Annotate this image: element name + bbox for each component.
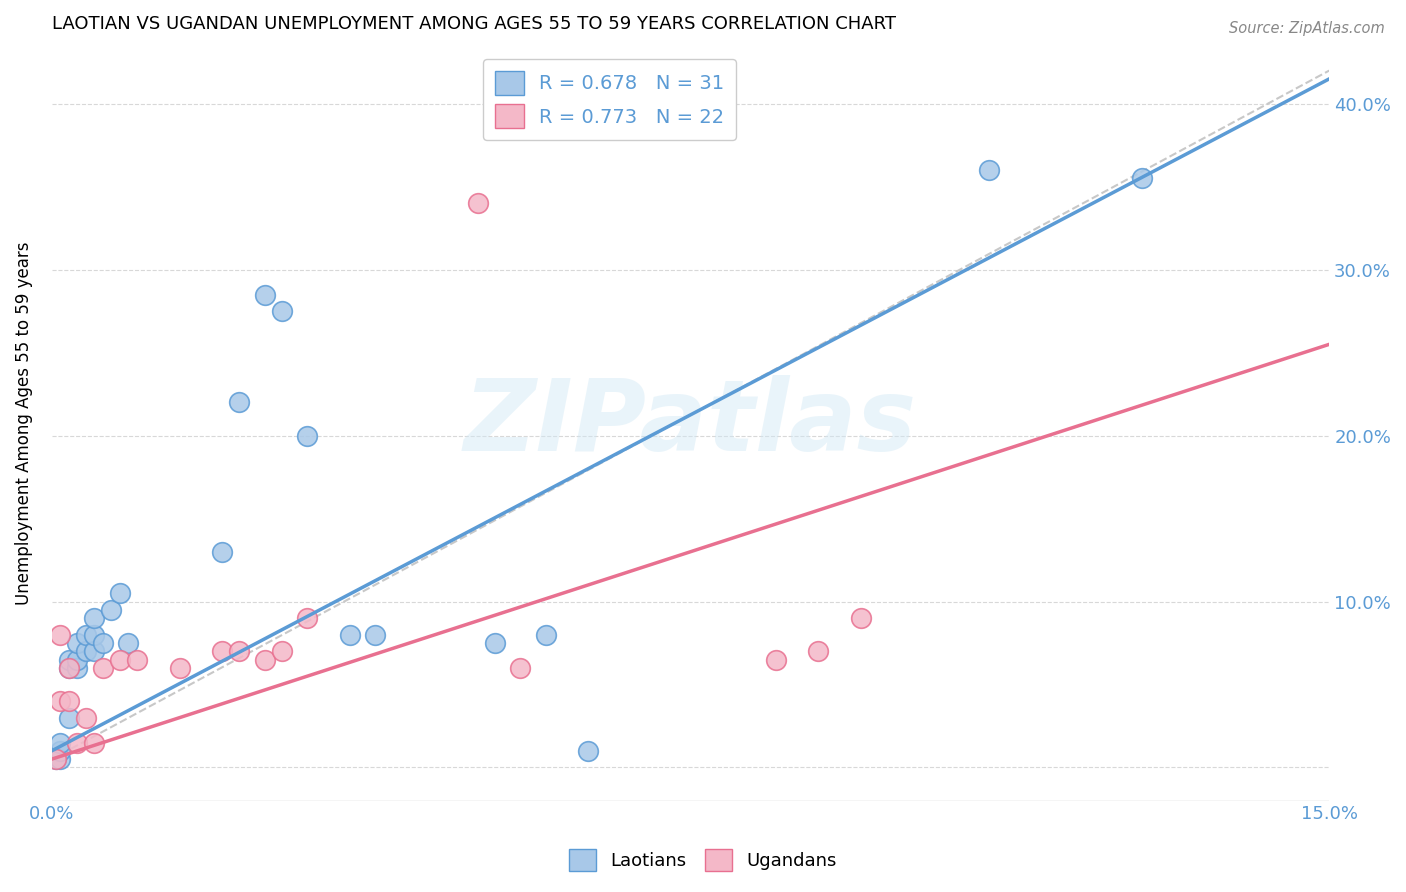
Point [58, 694, 80, 708]
Text: Source: ZipAtlas.com: Source: ZipAtlas.com [1229, 21, 1385, 36]
Point [807, 644, 830, 658]
Legend: Laotians, Ugandans: Laotians, Ugandans [562, 842, 844, 879]
Point [509, 661, 531, 675]
Point [977, 163, 1000, 178]
Text: LAOTIAN VS UGANDAN UNEMPLOYMENT AMONG AGES 55 TO 59 YEARS CORRELATION CHART: LAOTIAN VS UGANDAN UNEMPLOYMENT AMONG AG… [52, 15, 896, 33]
Point [169, 661, 191, 675]
Point [75, 644, 97, 658]
Point [125, 652, 148, 666]
Point [66, 652, 89, 666]
Point [228, 644, 250, 658]
Legend: R = 0.678   N = 31, R = 0.773   N = 22: R = 0.678 N = 31, R = 0.773 N = 22 [484, 59, 737, 140]
Point [211, 644, 233, 658]
Point [66, 636, 89, 650]
Point [108, 652, 131, 666]
Point [117, 636, 139, 650]
Point [58, 652, 80, 666]
Point [576, 744, 599, 758]
Point [339, 628, 361, 642]
Point [364, 628, 387, 642]
Point [253, 287, 276, 301]
Point [49, 735, 72, 749]
Point [45, 752, 67, 766]
Point [83, 628, 105, 642]
Point [58, 661, 80, 675]
Point [765, 652, 787, 666]
Point [484, 636, 506, 650]
Point [49, 744, 72, 758]
Point [91, 636, 114, 650]
Point [45, 752, 67, 766]
Point [83, 644, 105, 658]
Point [58, 661, 80, 675]
Point [270, 304, 292, 318]
Point [49, 694, 72, 708]
Point [66, 661, 89, 675]
Point [534, 628, 557, 642]
Point [49, 752, 72, 766]
Point [253, 652, 276, 666]
Point [211, 545, 233, 559]
Point [58, 711, 80, 725]
Point [297, 611, 319, 625]
Point [91, 661, 114, 675]
Point [297, 428, 319, 442]
Point [467, 196, 489, 211]
Point [228, 395, 250, 409]
Point [66, 735, 89, 749]
Point [1130, 171, 1153, 186]
Point [849, 611, 872, 625]
Point [75, 628, 97, 642]
Point [270, 644, 292, 658]
Point [75, 711, 97, 725]
Point [108, 586, 131, 600]
Y-axis label: Unemployment Among Ages 55 to 59 years: Unemployment Among Ages 55 to 59 years [15, 242, 32, 605]
Point [83, 611, 105, 625]
Point [100, 603, 122, 617]
Point [83, 735, 105, 749]
Point [49, 628, 72, 642]
Text: ZIPatlas: ZIPatlas [464, 375, 917, 472]
